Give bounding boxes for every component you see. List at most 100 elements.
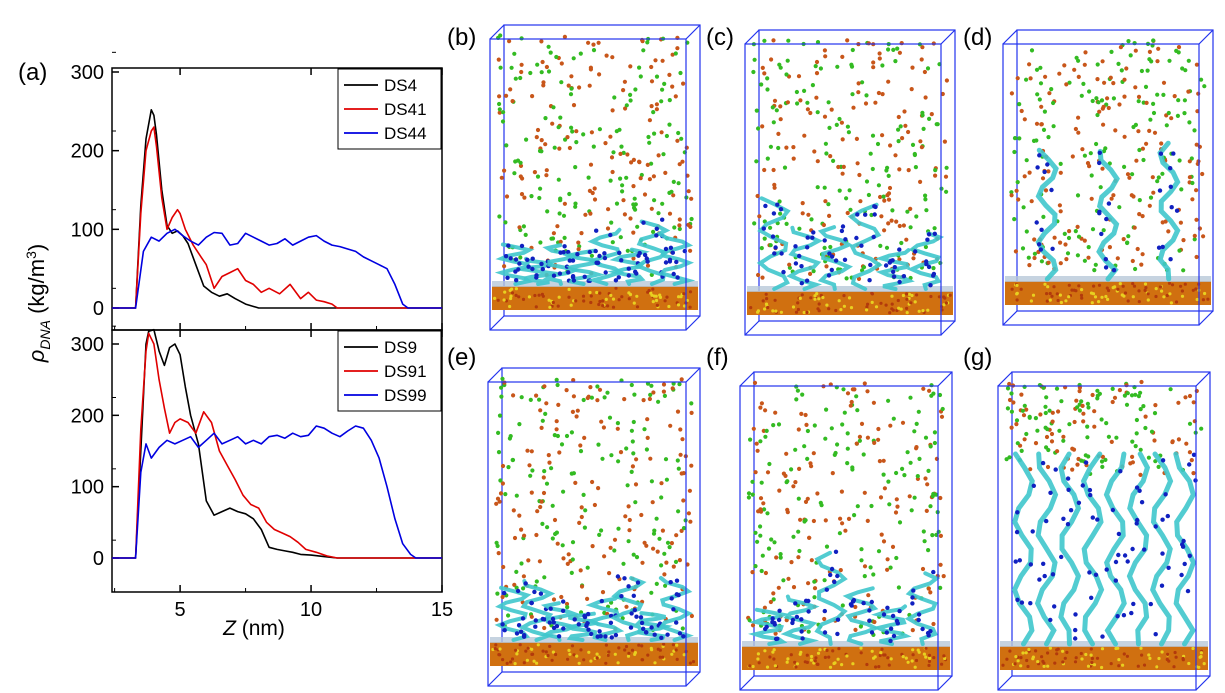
substrate-atom [617,646,621,650]
ion-particle [631,202,636,207]
ion-particle [913,165,919,170]
ion-particle [1045,427,1050,432]
ion-particle [1194,388,1199,394]
ion-particle [689,216,694,222]
substrate-atom [809,296,813,300]
ion-particle [1140,252,1145,257]
ion-particle [537,397,542,402]
dna-base [932,231,937,236]
substrate-atom [607,650,611,654]
ion-particle [1070,467,1075,472]
dna-base [926,633,931,638]
ion-particle [1040,176,1046,181]
ion-particle [600,456,605,461]
ion-particle [686,189,691,194]
dna-base [582,614,588,620]
ion-particle [859,421,865,426]
ion-particle [642,540,647,545]
ion-particle [588,162,594,167]
ion-particle [592,186,597,191]
dna-base [652,632,657,637]
ion-particle [519,69,524,75]
dna-base [861,600,866,606]
substrate-atom [688,305,692,309]
ion-particle [556,402,561,407]
ion-particle [504,143,509,148]
dna-base [799,617,804,622]
substrate-atom [791,305,796,309]
ion-particle [500,481,505,486]
ion-particle [837,116,842,122]
ion-particle [667,211,673,216]
ion-particle [656,211,661,216]
dna-base [805,235,810,240]
dna-base [566,270,571,275]
substrate-atom [572,653,576,657]
ion-particle [1156,464,1161,469]
ion-particle [567,145,573,151]
ion-particle [1046,169,1051,174]
substrate-atom [1090,301,1094,305]
ion-particle [866,593,871,598]
ion-particle [888,143,893,148]
substrate-atom [1202,662,1206,666]
dna-base [674,592,679,597]
ion-particle [1081,419,1086,424]
substrate-atom [1105,286,1109,290]
ion-particle [589,395,595,400]
substrate-atom [546,653,550,658]
substrate-atom [865,662,869,667]
ion-particle [844,276,849,281]
ion-particle [852,513,857,518]
ion-particle [1029,48,1035,53]
substrate-atom [494,643,498,647]
ion-particle [661,382,667,387]
substrate-atom [803,660,807,664]
ion-particle [1169,116,1174,121]
substrate-atom [896,298,900,303]
ion-particle [1148,195,1154,200]
substrate-atom [550,658,554,662]
substrate-atom [1042,664,1046,669]
ion-particle [857,172,862,178]
substrate-atom [566,657,570,661]
ion-particle [755,448,760,453]
ion-particle [608,545,613,550]
dna-base [1187,553,1193,558]
substrate-atom [1015,291,1019,295]
dna-base [1104,567,1109,572]
ion-particle [506,465,511,470]
ion-particle [625,152,630,157]
ion-particle [1122,393,1127,398]
ion-particle [1135,246,1140,252]
ion-particle [548,50,553,55]
ion-particle [886,479,891,484]
ion-particle [649,479,655,484]
simulation-box-back [758,29,956,322]
ion-particle [905,450,910,455]
dna-base [773,245,778,250]
ion-particle [607,415,613,420]
ion-particle [865,518,870,524]
dna-base [638,615,644,620]
ion-particle [897,223,902,229]
ion-particle [633,500,638,505]
ion-particle [893,510,899,515]
dna-base [1191,452,1197,457]
panel-label-g: (g) [963,344,992,371]
ion-particle [615,421,621,426]
ion-particle [784,618,789,623]
ion-particle [1137,147,1142,153]
ion-particle [939,414,945,419]
substrate-atom [1013,662,1017,666]
ion-particle [1134,431,1139,436]
dna-base [885,605,890,610]
dna-base [775,202,780,207]
substrate-atom [582,299,586,303]
ion-particle [1012,149,1017,155]
substrate-atom [1019,656,1023,660]
substrate-atom [589,300,593,305]
substrate-atom [651,300,655,304]
ion-particle [559,61,564,66]
ion-particle [921,529,926,534]
